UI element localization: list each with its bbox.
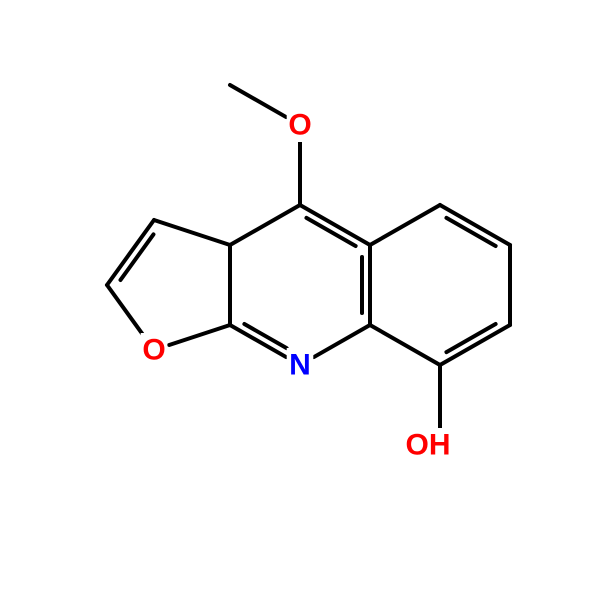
atom-label: OH [406, 429, 451, 462]
atom-label: N [289, 349, 311, 382]
atom-label: O [142, 334, 165, 367]
atom-label: O [288, 109, 311, 142]
atoms-layer: N O O OH [141, 108, 470, 462]
molecule-diagram: N O O OH [0, 0, 600, 600]
